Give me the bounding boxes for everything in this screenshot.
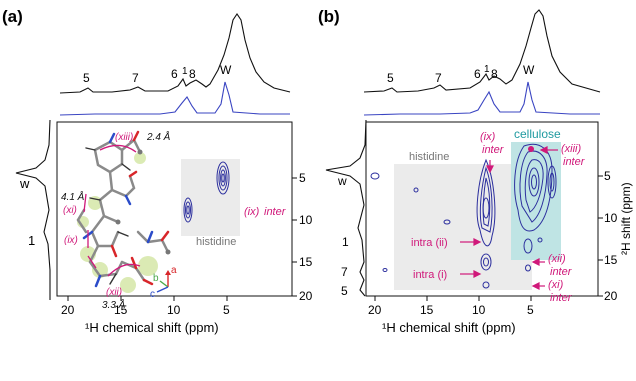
y-tick: 5 <box>299 171 306 185</box>
peak-label: 1 <box>484 64 490 75</box>
label-intra-ii: intra (ii) <box>411 237 448 249</box>
label-intra-i: intra (i) <box>413 269 447 281</box>
panel-b-top-trace-blue <box>363 81 600 116</box>
y-tick: 5 <box>604 169 611 183</box>
x-tick: 20 <box>61 303 75 317</box>
peak-label: 6 <box>474 67 481 81</box>
x-tick: 10 <box>167 303 181 317</box>
side-peak-label: w <box>19 176 30 191</box>
x-tick: 10 <box>472 303 486 317</box>
y-tick: 15 <box>604 253 618 267</box>
panel-b-top-trace-black <box>363 9 601 93</box>
panel-b-annotation-labels: (ix) inter (xiii) inter intra (ii) intra… <box>411 131 586 304</box>
panel-b-histidine-label: histidine <box>409 151 449 163</box>
side-peak-label: 1 <box>342 235 349 249</box>
panel-b-cellulose-region <box>511 142 561 260</box>
panel-a-crosspeak-label: (ix) <box>244 206 260 218</box>
panel-a-x-ticklabels: 20 15 10 5 <box>61 303 230 317</box>
panel-a-top-trace-blue <box>59 81 290 116</box>
panel-b-contours <box>370 143 557 289</box>
side-peak-label: w <box>337 174 347 188</box>
side-peak-label: 7 <box>341 265 348 279</box>
panel-a-distance-arrows <box>83 144 141 277</box>
highlight-circles <box>77 152 158 293</box>
label-xi: (xi) <box>548 279 564 291</box>
label-xi-type: inter <box>550 292 573 304</box>
panel-a-peak-labels: 5 7 6 1 8 W <box>83 63 232 85</box>
peak-label: 6 <box>171 67 178 81</box>
panel-b-peak-labels: 5 7 6 1 8 W <box>387 63 535 85</box>
panel-a-histidine-label: histidine <box>196 236 236 248</box>
axis-c-label: c <box>150 289 155 300</box>
x-tick: 15 <box>114 303 128 317</box>
peak-label: W <box>523 63 535 77</box>
panel-b-histidine-region <box>394 164 532 290</box>
panel-b-side-trace <box>325 119 367 297</box>
panel-b-cellulose-marker <box>528 146 534 152</box>
panel-b-cellulose-label: cellulose <box>514 127 561 141</box>
x-tick: 5 <box>223 303 230 317</box>
side-peak-label: 5 <box>341 284 348 298</box>
panel-a-contours <box>183 161 230 223</box>
panel-a-structure <box>76 130 171 293</box>
panel-b-y-ticklabels: 5 10 15 20 <box>604 169 618 303</box>
peak-label: 7 <box>435 71 442 85</box>
peak-label: 1 <box>182 66 188 77</box>
panel-a-x-axis-label: ¹H chemical shift (ppm) <box>85 320 219 335</box>
panel-b-x-ticklabels: 20 15 10 5 <box>368 303 534 317</box>
y-tick: 20 <box>604 289 618 303</box>
panel-b-side-labels: w 1 7 5 <box>337 174 349 298</box>
panel-b-x-axis-label: ¹H chemical shift (ppm) <box>382 320 516 335</box>
label-xii: (xii) <box>548 253 566 265</box>
panel-a-crosspeak-type: inter <box>264 206 287 218</box>
distance-label: 2.4 Å <box>146 130 171 143</box>
crystal-axes: a b c <box>150 265 177 300</box>
panel-a-label: (a) <box>2 7 23 26</box>
label-xii-type: inter <box>550 266 573 278</box>
panel-a-structure-labels: (xiii) 2.4 Å 4.1 Å (xi) (ix) (xii) 3.3 Å <box>61 130 171 311</box>
axis-b-label: b <box>153 273 159 284</box>
peak-label: W <box>220 63 232 77</box>
label-ix: (ix) <box>480 131 496 143</box>
panel-b-label: (b) <box>318 7 340 26</box>
y-tick: 15 <box>299 255 313 269</box>
label-xiii-type: inter <box>563 156 586 168</box>
panel-b-ticks <box>374 175 603 301</box>
panel-b-frame <box>365 121 599 297</box>
x-tick: 15 <box>420 303 434 317</box>
label-xiii: (xiii) <box>561 143 581 155</box>
peak-label: 7 <box>132 71 139 85</box>
label-xiii: (xiii) <box>115 132 133 143</box>
y-tick: 20 <box>299 289 313 303</box>
axis-a-label: a <box>171 265 177 276</box>
label-ix-type: inter <box>482 144 505 156</box>
y-tick: 10 <box>604 211 618 225</box>
panel-b-arrows <box>460 146 558 290</box>
panel-a-side-trace <box>15 119 51 300</box>
label-ix: (ix) <box>64 235 78 246</box>
peak-label: 8 <box>189 67 196 81</box>
side-peak-label: 1 <box>28 233 35 248</box>
peak-label: 8 <box>491 67 498 81</box>
x-tick: 5 <box>527 303 534 317</box>
panel-a-histidine-region <box>181 159 240 236</box>
distance-label: 3.3 Å <box>102 298 126 311</box>
panel-a-y-ticklabels: 5 10 15 20 <box>299 171 313 303</box>
label-xii: (xii) <box>106 287 122 298</box>
distance-label: 4.1 Å <box>61 190 85 203</box>
label-xi: (xi) <box>63 205 77 216</box>
panel-b-y-axis-label: ²H shift (ppm) <box>619 182 633 255</box>
peak-label: 5 <box>387 71 394 85</box>
y-tick: 10 <box>299 213 313 227</box>
panel-a-ticks <box>67 177 297 301</box>
panel-a-top-trace-black <box>59 13 291 94</box>
x-tick: 20 <box>368 303 382 317</box>
peak-label: 5 <box>83 71 90 85</box>
